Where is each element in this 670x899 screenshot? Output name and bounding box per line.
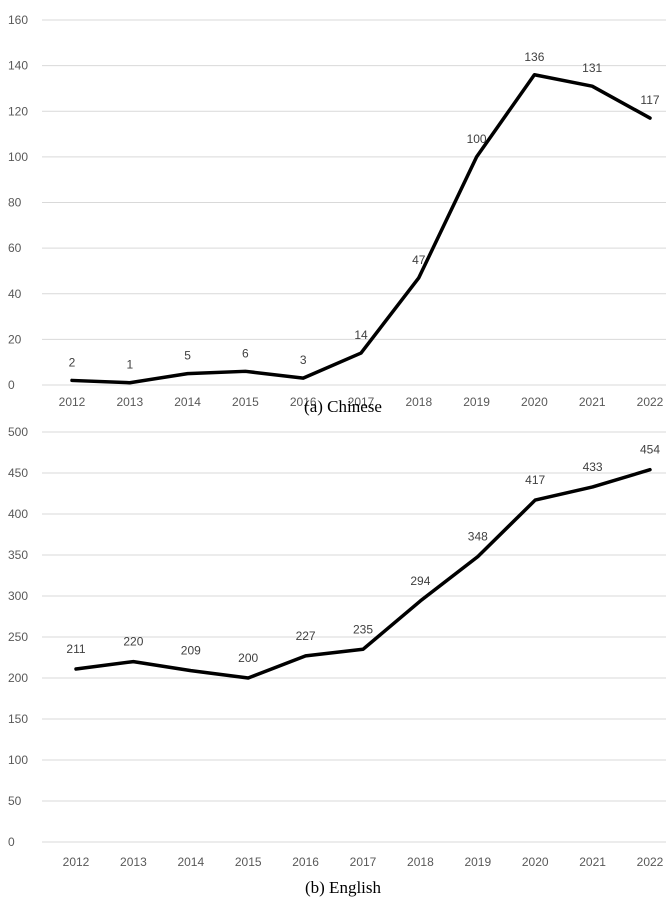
chinese-ytick-label: 160 (8, 13, 28, 27)
chinese-series-line (70, 73, 652, 385)
english-ytick-label: 250 (8, 630, 28, 644)
chinese-ytick-label: 140 (8, 59, 28, 73)
chinese-data-label: 100 (467, 132, 487, 146)
english-ytick-label: 50 (8, 794, 22, 808)
chart-chinese-caption: (a) Chinese (304, 397, 382, 416)
english-data-label: 433 (583, 460, 603, 474)
english-ytick-label: 450 (8, 466, 28, 480)
chinese-xtick-label: 2015 (232, 395, 259, 409)
chart-chinese: 0 20 40 60 80 100 120 140 160 2012 2013 2014 2015 201… (8, 13, 666, 409)
english-xtick-label: 2020 (522, 855, 549, 869)
chinese-xtick-label: 2018 (405, 395, 432, 409)
english-ytick-label: 400 (8, 507, 28, 521)
english-data-label: 211 (66, 642, 85, 656)
chinese-data-label: 131 (582, 61, 602, 75)
english-ytick-label: 0 (8, 835, 15, 849)
chinese-ytick-label: 100 (8, 150, 28, 164)
english-data-label: 294 (410, 574, 430, 588)
english-ytick-label: 500 (8, 425, 28, 439)
english-ytick-label: 100 (8, 753, 28, 767)
english-xtick-label: 2022 (637, 855, 664, 869)
english-series-line (74, 467, 652, 680)
chinese-data-label: 117 (640, 93, 659, 107)
chinese-xtick-label: 2017 (348, 395, 375, 409)
english-data-label: 227 (296, 629, 316, 643)
chinese-data-label: 2 (69, 355, 76, 369)
english-data-label: 209 (181, 644, 201, 658)
chinese-data-label: 3 (300, 353, 307, 367)
english-data-label: 417 (525, 473, 545, 487)
english-xtick-label: 2017 (350, 855, 377, 869)
chinese-xtick-label: 2019 (463, 395, 490, 409)
english-xtick-label: 2014 (177, 855, 204, 869)
english-xtick-label: 2018 (407, 855, 434, 869)
chinese-xtick-label: 2021 (579, 395, 606, 409)
chinese-xtick-label: 2014 (174, 395, 201, 409)
chinese-ytick-label: 80 (8, 196, 22, 210)
chinese-data-label: 136 (524, 50, 544, 64)
english-xtick-label: 2015 (235, 855, 262, 869)
chinese-xtick-label: 2013 (116, 395, 143, 409)
english-data-label: 220 (123, 635, 143, 649)
english-xtick-label: 2021 (579, 855, 606, 869)
chinese-ytick-label: 0 (8, 378, 15, 392)
english-xtick-label: 2019 (464, 855, 491, 869)
chinese-data-label: 5 (184, 349, 191, 363)
chart-english-caption: (b) English (305, 878, 382, 897)
chinese-data-label: 1 (126, 358, 133, 372)
english-ytick-label: 300 (8, 589, 28, 603)
chart-english: 0 50 100 150 200 250 300 350 400 450 500 2012 2013 20… (8, 425, 666, 869)
chinese-xtick-label: 2020 (521, 395, 548, 409)
chinese-data-label: 14 (354, 328, 368, 342)
chinese-ytick-label: 20 (8, 332, 22, 346)
chinese-data-label: 6 (242, 346, 249, 360)
english-ytick-label: 200 (8, 671, 28, 685)
chinese-ytick-label: 120 (8, 104, 28, 118)
english-data-label: 200 (238, 651, 258, 665)
chinese-data-label: 47 (412, 253, 426, 267)
english-data-label: 235 (353, 622, 373, 636)
chinese-ytick-label: 60 (8, 241, 22, 255)
chinese-xtick-label: 2022 (637, 395, 664, 409)
english-ytick-label: 150 (8, 712, 28, 726)
chinese-xtick-label: 2012 (59, 395, 86, 409)
chinese-ytick-label: 40 (8, 287, 22, 301)
chinese-xtick-label: 2016 (290, 395, 317, 409)
english-xtick-label: 2012 (63, 855, 90, 869)
english-xtick-label: 2013 (120, 855, 147, 869)
english-data-label: 454 (640, 443, 660, 457)
english-xtick-label: 2016 (292, 855, 319, 869)
english-ytick-label: 350 (8, 548, 28, 562)
english-data-label: 348 (468, 530, 488, 544)
